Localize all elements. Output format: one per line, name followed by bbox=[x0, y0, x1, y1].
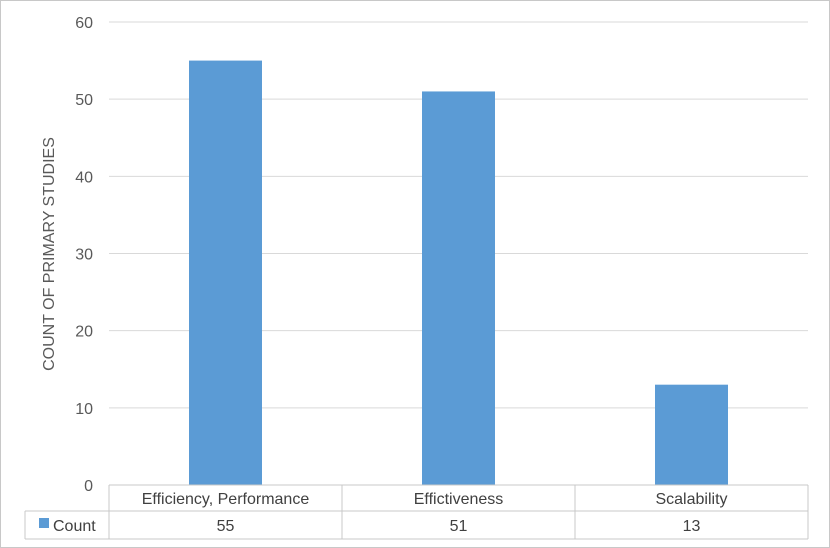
y-tick-label: 0 bbox=[84, 478, 93, 495]
x-category-label: Scalability bbox=[655, 491, 727, 508]
legend-swatch bbox=[39, 518, 49, 528]
y-tick-label: 30 bbox=[75, 247, 93, 264]
y-tick-label: 60 bbox=[75, 15, 93, 32]
data-table-value: 13 bbox=[683, 518, 701, 535]
data-table-value: 51 bbox=[450, 518, 468, 535]
x-category-label: Efficiency, Performance bbox=[142, 491, 310, 508]
y-tick-label: 40 bbox=[75, 169, 93, 186]
y-tick-label: 20 bbox=[75, 324, 93, 341]
bar-scalability bbox=[655, 384, 728, 485]
y-tick-label: 10 bbox=[75, 401, 93, 418]
legend-label: Count bbox=[53, 518, 96, 535]
data-table-value: 55 bbox=[217, 518, 235, 535]
bar-efficiency-performance bbox=[189, 60, 262, 485]
y-axis-title: COUNT OF PRIMARY STUDIES bbox=[41, 137, 58, 371]
x-category-label: Effictiveness bbox=[414, 491, 504, 508]
y-tick-label: 50 bbox=[75, 92, 93, 109]
bar-effictiveness bbox=[422, 91, 495, 485]
